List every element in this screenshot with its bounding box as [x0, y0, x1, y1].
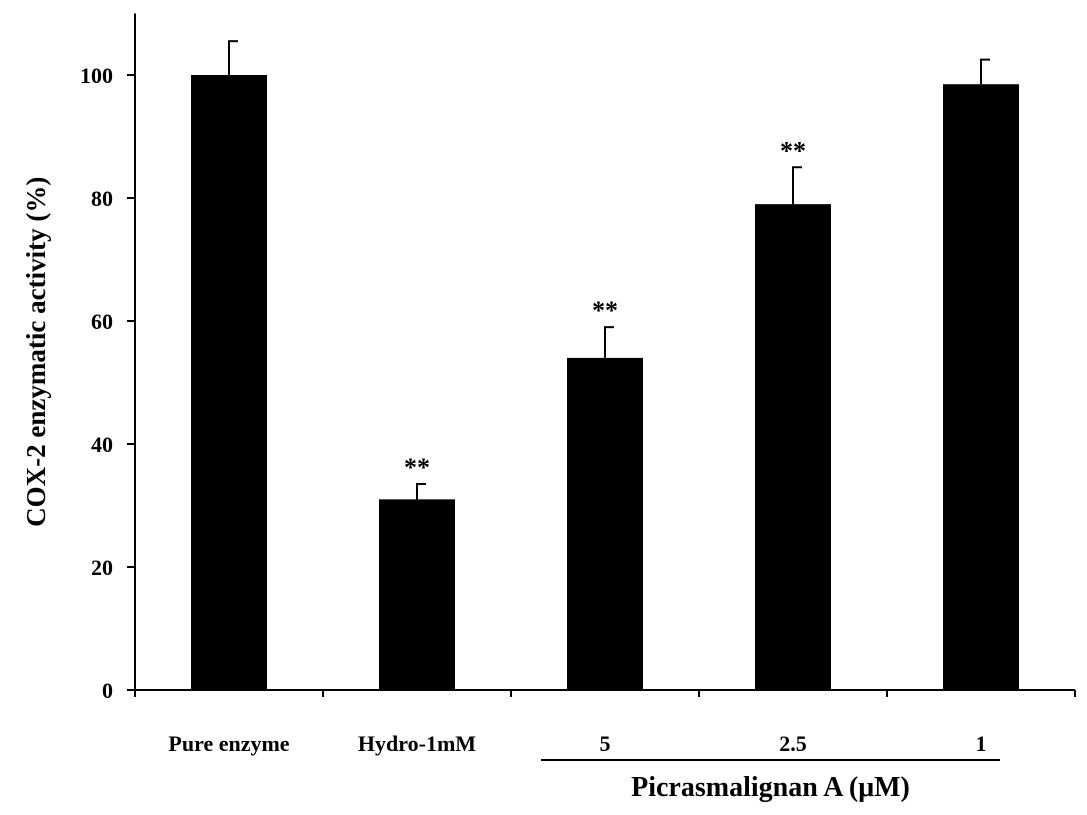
significance-label-2: ** — [404, 453, 430, 482]
bar-2 — [379, 499, 455, 690]
bars-layer — [191, 40, 1019, 691]
significance-label-4: ** — [780, 136, 806, 165]
x-tick-label-5: 1 — [976, 731, 987, 756]
x-tick-label-3: 5 — [600, 731, 611, 756]
y-tick-label-40: 40 — [91, 432, 113, 457]
axes-layer — [127, 13, 1076, 761]
y-tick-label-80: 80 — [91, 186, 113, 211]
x-tick-label-4: 2.5 — [779, 731, 807, 756]
x-tick-label-2: Hydro-1mM — [358, 731, 476, 756]
bar-5 — [943, 84, 1019, 691]
y-tick-label-60: 60 — [91, 309, 113, 334]
bar-4 — [755, 204, 831, 690]
bar-3 — [567, 357, 643, 690]
significance-label-3: ** — [592, 296, 618, 325]
y-axis-label: COX-2 enzymatic activity (%) — [21, 177, 51, 527]
group-label: Picrasmalignan A (μM) — [631, 772, 910, 803]
y-tick-label-0: 0 — [102, 678, 113, 703]
y-tick-label-20: 20 — [91, 555, 113, 580]
bar-1 — [191, 75, 267, 690]
x-tick-label-1: Pure enzyme — [168, 731, 289, 756]
y-tick-label-100: 100 — [80, 63, 113, 88]
labels-layer: ** ** ** 0 20 40 60 80 100 Pure enzyme Hydro-1mM 5 2… — [21, 63, 987, 803]
